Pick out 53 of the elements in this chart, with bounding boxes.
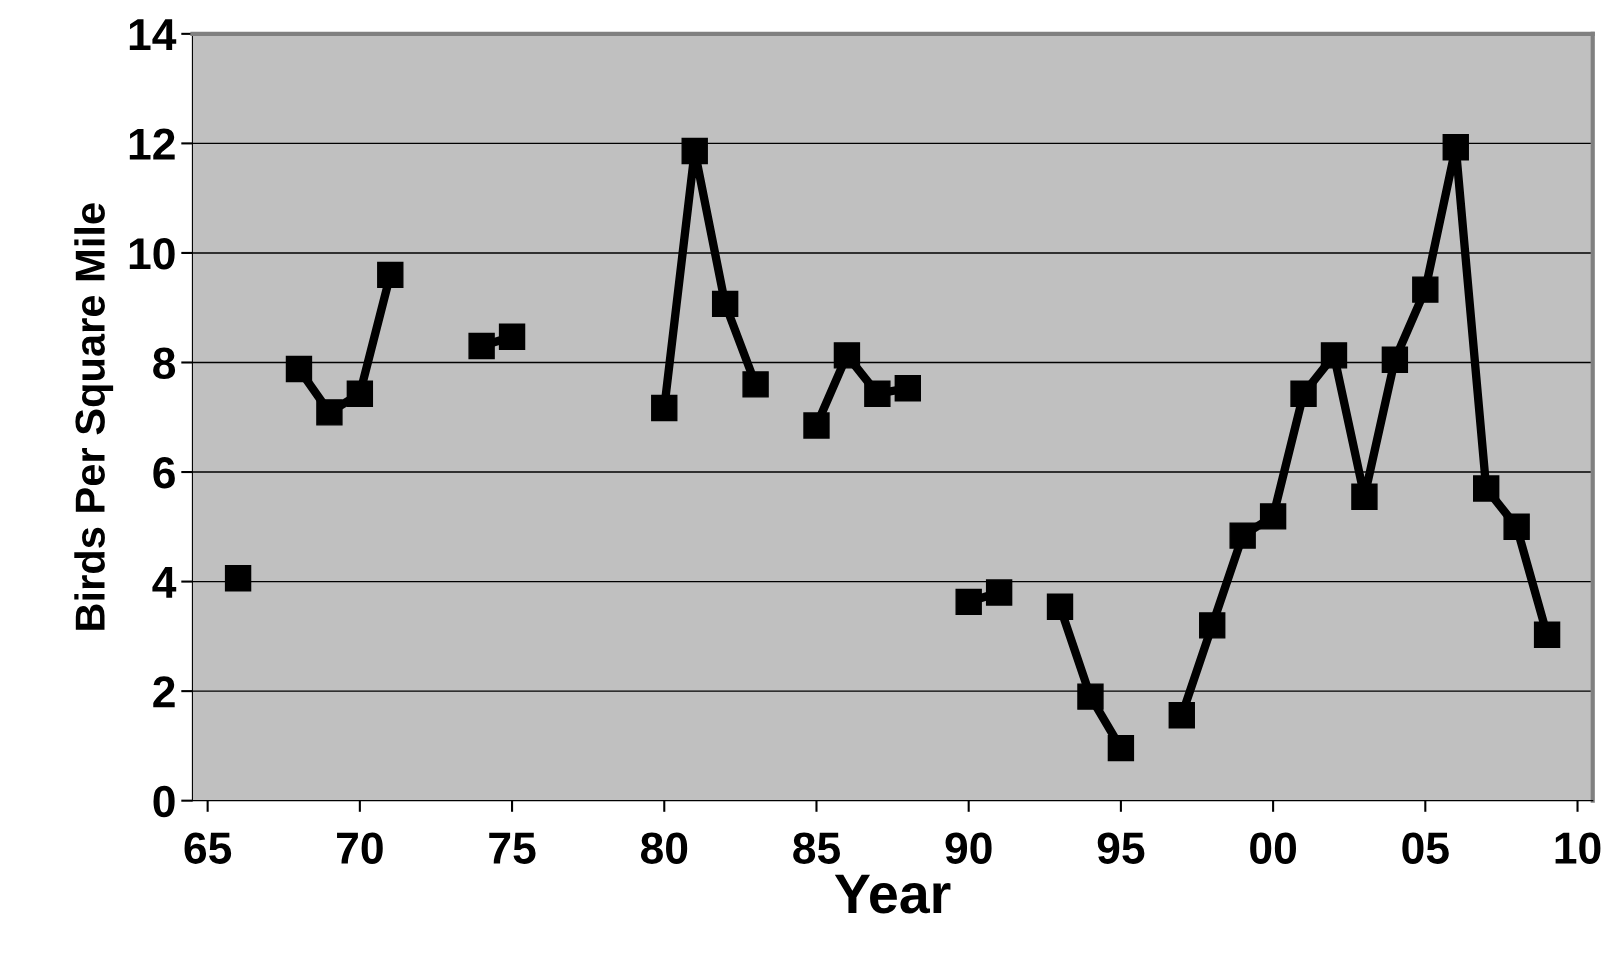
x-tick-label: 00 [1250, 832, 1296, 864]
point [316, 399, 343, 426]
point [1199, 612, 1226, 639]
point [346, 380, 374, 407]
y-tick-label: 12 [129, 128, 175, 160]
point [1168, 702, 1195, 729]
x-tick-label: 65 [184, 832, 232, 864]
x-tick-label: 80 [640, 832, 688, 864]
y-tick-label: 14 [129, 19, 177, 50]
point [1259, 503, 1287, 530]
point [1290, 380, 1317, 407]
point [681, 137, 708, 165]
point [711, 290, 739, 318]
point [985, 579, 1013, 606]
x-tick-label: 05 [1402, 832, 1449, 864]
x-tick-label: 75 [489, 832, 536, 864]
y-tick-label: 4 [152, 567, 177, 598]
point [468, 332, 495, 360]
point [1229, 522, 1256, 549]
point [1472, 475, 1500, 502]
point [224, 565, 252, 592]
point [1503, 513, 1530, 541]
y-tick-label: 8 [153, 347, 176, 380]
x-tick-label: 10 [1555, 832, 1601, 864]
point [864, 380, 891, 407]
point [1320, 342, 1348, 369]
y-tick-label: 2 [153, 676, 175, 708]
x-tick-label: 85 [793, 832, 840, 864]
point [377, 261, 404, 289]
point [742, 371, 769, 398]
point [1442, 134, 1469, 161]
y-axis-title: Birds Per Square Mile [74, 203, 114, 630]
x-tick-label: 90 [945, 832, 992, 864]
point [1351, 483, 1378, 510]
point [833, 342, 861, 369]
x-tick-label: 70 [337, 832, 383, 864]
point [285, 355, 313, 383]
y-tick-label: 6 [153, 457, 175, 489]
x-tick-label: 95 [1097, 832, 1145, 864]
point [1077, 683, 1104, 710]
y-tick-label: 0 [153, 785, 175, 818]
y-tick-label: 10 [129, 238, 175, 270]
point [955, 588, 982, 616]
point [1381, 346, 1409, 373]
point [498, 323, 526, 350]
point [1107, 734, 1135, 762]
point [1412, 276, 1439, 303]
point [1046, 593, 1074, 620]
point [894, 375, 922, 402]
point [803, 412, 830, 439]
x-axis-title: Year [834, 874, 951, 914]
point [1533, 621, 1561, 648]
point [651, 394, 678, 422]
